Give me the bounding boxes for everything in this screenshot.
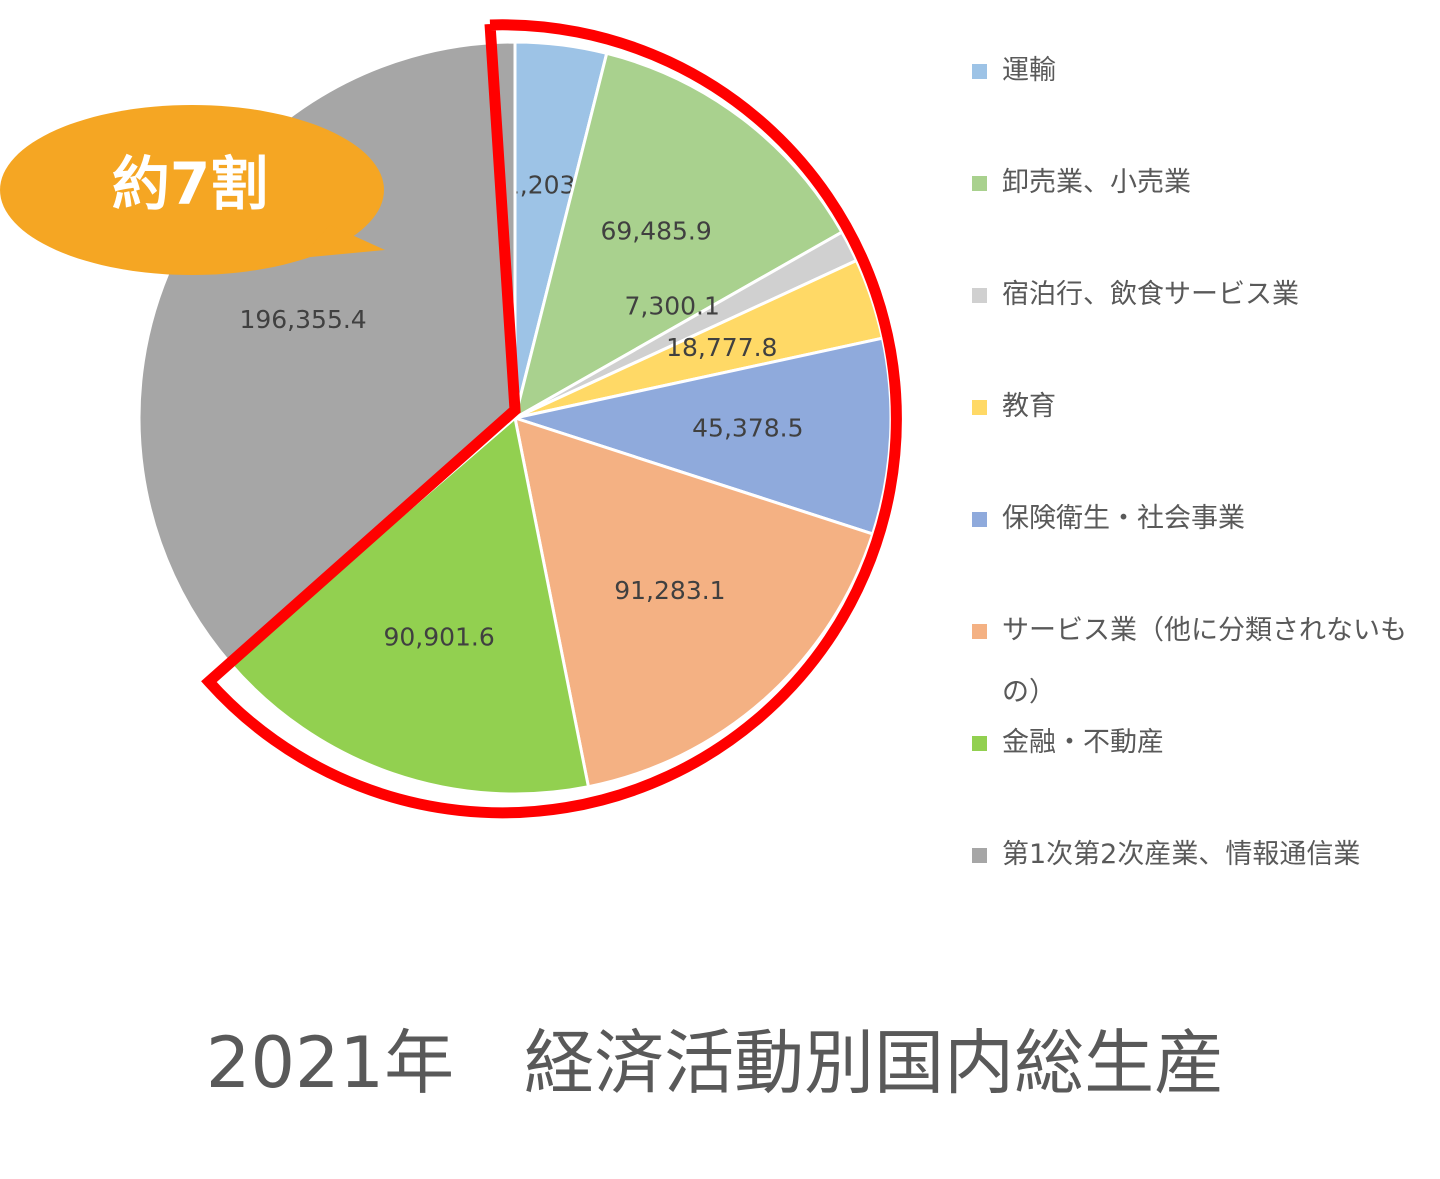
highlight-outline [201, 19, 902, 819]
data-label: 91,283.1 [614, 576, 725, 605]
legend-label: 第1次第2次産業、情報通信業 [1002, 839, 1361, 870]
legend-item: 宿泊行、飲食サービス業 [972, 264, 1432, 376]
legend-label: サービス業（他に分類されないもの） [1002, 615, 1407, 708]
legend-swatch [972, 848, 987, 863]
legend-label: 運輸 [1002, 55, 1056, 86]
legend-swatch [972, 288, 987, 303]
legend-swatch [972, 176, 987, 191]
legend-swatch [972, 624, 987, 639]
legend-item: 金融・不動産 [972, 712, 1432, 824]
legend-swatch [972, 512, 987, 527]
legend-swatch [972, 64, 987, 79]
chart-title: 2021年 経済活動別国内総生産 [206, 1022, 1224, 1104]
legend-item: 運輸 [972, 40, 1432, 152]
data-label: 90,901.6 [383, 622, 494, 651]
legend-item: 卸売業、小売業 [972, 152, 1432, 264]
legend-item: 保険衛生・社会事業 [972, 488, 1432, 600]
annotation: 約7割 [112, 150, 268, 218]
data-label: 196,355.4 [239, 305, 366, 334]
pie-slice [227, 415, 591, 796]
pie-slice [509, 336, 893, 536]
legend-label: 金融・不動産 [1002, 727, 1164, 758]
legend: 運輸卸売業、小売業宿泊行、飲食サービス業 教育保険衛生・社会事業サービス業（他に分… [972, 40, 1432, 936]
data-label: 45,378.5 [692, 414, 803, 443]
legend-item: 教育 [972, 376, 1432, 488]
legend-swatch [972, 400, 987, 415]
legend-swatch [972, 736, 987, 751]
legend-item: 第1次第2次産業、情報通信業 [972, 824, 1432, 936]
data-label: 69,485.9 [600, 216, 711, 245]
pie-slice [512, 51, 844, 422]
legend-label: 宿泊行、飲食サービス業 [1002, 279, 1299, 310]
callout: 約7割 [0, 105, 385, 275]
pie-slice [513, 415, 875, 789]
data-label: 18,777.8 [666, 333, 777, 362]
legend-label: 卸売業、小売業 [1002, 167, 1191, 198]
legend-label: 保険衛生・社会事業 [1002, 503, 1245, 534]
data-label: 7,300.1 [624, 291, 719, 320]
legend-label: 教育 [1002, 391, 1056, 422]
legend-item: サービス業（他に分類されないもの） [972, 600, 1432, 712]
